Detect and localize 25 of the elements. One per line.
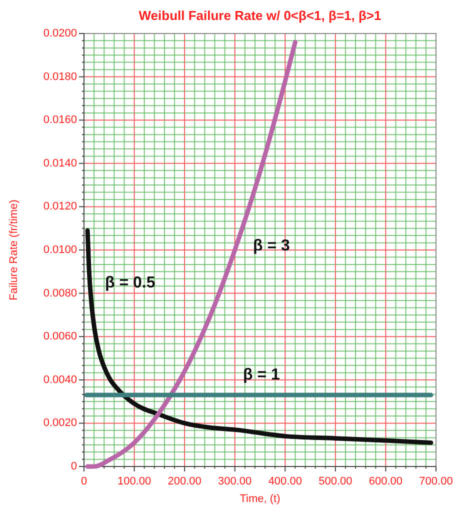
y-tick-label: 0 <box>70 460 77 472</box>
x-tick-label: 400.00 <box>268 476 302 488</box>
y-tick-label: 0.0020 <box>43 417 77 430</box>
y-tick-label: 0.0200 <box>43 28 77 40</box>
y-tick-label: 0.0040 <box>43 374 77 386</box>
x-tick-label: 300.00 <box>218 476 252 488</box>
y-tick-label: 0.0120 <box>43 200 77 213</box>
y-tick-label: 0.0060 <box>43 330 77 343</box>
x-tick-label: 600.00 <box>368 476 403 488</box>
x-tick-label: 200.00 <box>168 476 202 488</box>
y-tick-label: 0.0100 <box>43 244 77 256</box>
y-axis-title: Failure Rate (fr/time) <box>8 200 20 300</box>
y-tick-label: 0.0180 <box>43 70 77 83</box>
x-tick-label: 0 <box>80 476 88 488</box>
line-series <box>85 228 434 445</box>
y-tick-label: 0.0160 <box>43 114 77 126</box>
y-tick-label: 0.0140 <box>43 157 77 170</box>
y-tick-label: 0.0080 <box>43 287 77 300</box>
x-tick-label: 100.00 <box>117 476 152 488</box>
series-label: β = 1 <box>243 366 280 384</box>
x-tick-label: 700.00 <box>419 476 453 488</box>
chart-title: Weibull Failure Rate w/ 0<β<1, β=1, β>1 <box>138 8 382 23</box>
x-axis-title: Time, (t) <box>240 493 280 505</box>
line-series <box>85 40 298 469</box>
x-tick-label: 500.00 <box>318 476 352 488</box>
